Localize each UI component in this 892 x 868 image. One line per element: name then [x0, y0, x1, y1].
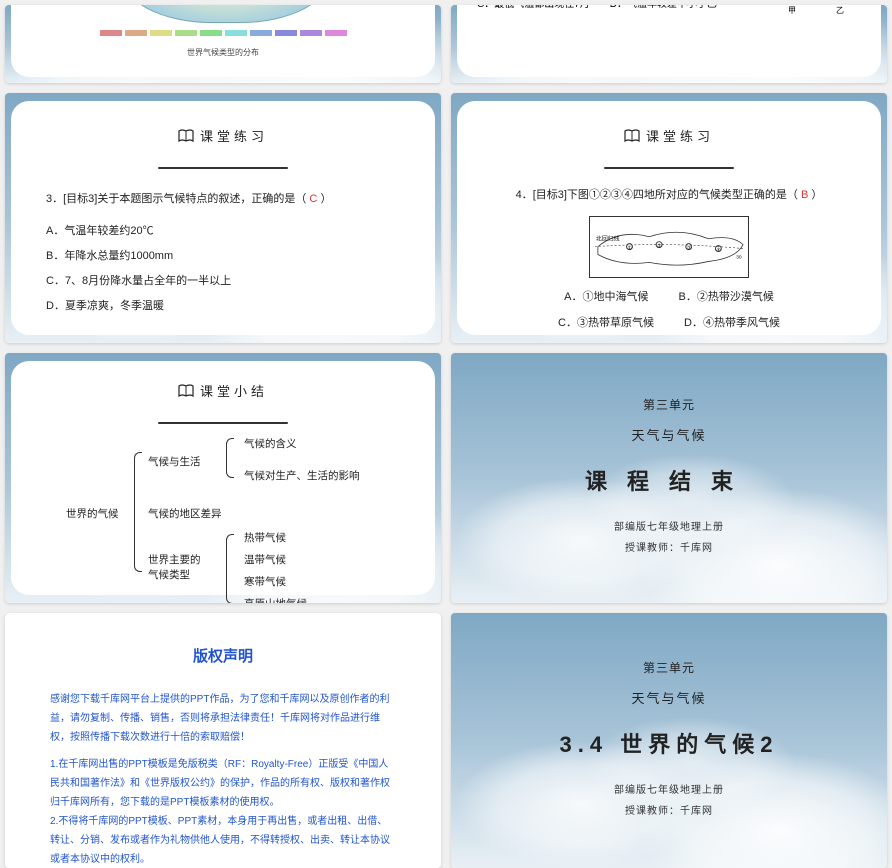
opt-d: D．④热带季风气候: [684, 314, 780, 330]
opt-c: C．7、8月份降水量占全年的一半以上: [46, 272, 400, 288]
options-list: A．气温年较差约20℃ B．年降水总量约1000mm C．7、8月份降水量占全年…: [46, 222, 400, 313]
copyright-p1: 感谢您下载千库网平台上提供的PPT作品，为了您和千库网以及原创作者的利益，请勿复…: [50, 690, 396, 747]
question-text: 4．[目标3]下图①②③④四地所对应的气候类型正确的是（ B ）: [492, 185, 846, 206]
options-row-2: C．③热带草原气候 D．④热带季风气候: [492, 314, 846, 330]
section-title: 课堂练习: [200, 126, 268, 145]
section-title: 课堂练习: [646, 126, 714, 145]
answer: C: [309, 193, 317, 205]
card: 课堂练习 3．[目标3]关于本题图示气候特点的叙述，正确的是（ C ） A．气温…: [11, 101, 435, 335]
concept-tree: 世界的气候 气候与生活 气候的地区差异 世界主要的 气候类型 气候的含义 气候对…: [66, 434, 400, 603]
opt-c: C．③热带草原气候: [558, 314, 654, 330]
main-title: 课程结束: [585, 464, 753, 496]
slide-7: 版权声明 感谢您下载千库网平台上提供的PPT作品，为了您和千库网以及原创作者的利…: [5, 613, 441, 868]
unit-label: 第三单元: [643, 659, 695, 676]
tree-l2: 温带气候: [244, 552, 286, 567]
card: A．夏季降水量甲大于乙 B．冬季降水量甲大于乙 C．最低气温都出现在7月 D．气…: [457, 5, 881, 77]
card: 课堂练习 4．[目标3]下图①②③④四地所对应的气候类型正确的是（ B ） 北回…: [457, 101, 881, 335]
world-map-icon: [121, 5, 331, 23]
title-block: 第三单元 天气与气候 3.4 世界的气候2 部编版七年级地理上册 授课教师：千库…: [451, 613, 887, 868]
opt-b: B．年降水总量约1000mm: [46, 247, 400, 263]
book-label: 部编版七年级地理上册: [614, 781, 724, 796]
slide-5: 课堂小结 世界的气候 气候与生活 气候的地区差异 世界主要的 气候类型 气候的含…: [5, 353, 441, 603]
options-row-1: A．①地中海气候 B．②热带沙漠气候: [492, 288, 846, 304]
slide-4: 课堂练习 4．[目标3]下图①②③④四地所对应的气候类型正确的是（ B ） 北回…: [451, 93, 887, 343]
main-title: 3.4 世界的气候2: [560, 727, 779, 759]
tree-l2: 高原山地气候: [244, 596, 307, 603]
book-icon: [178, 384, 194, 398]
map-caption: 世界气候类型的分布: [11, 47, 435, 58]
opt-c: C．最低气温都出现在7月: [477, 5, 590, 15]
svg-text:④: ④: [716, 247, 721, 253]
slide-3: 课堂练习 3．[目标3]关于本题图示气候特点的叙述，正确的是（ C ） A．气温…: [5, 93, 441, 343]
teacher-label: 授课教师：千库网: [625, 539, 713, 554]
tree-l2: 气候的含义: [244, 436, 297, 451]
map-legend: [96, 30, 350, 44]
tree-root: 世界的气候: [66, 506, 119, 521]
slide-6: 第三单元 天气与气候 课程结束 部编版七年级地理上册 授课教师：千库网: [451, 353, 887, 603]
chart-yi: 乙: [819, 5, 861, 16]
svg-text:②: ②: [657, 244, 662, 250]
tree-l1-b: 气候的地区差异: [148, 506, 222, 521]
opt-a: A．气温年较差约20℃: [46, 222, 400, 238]
divider: [158, 422, 288, 424]
copyright-title: 版权声明: [50, 643, 396, 672]
opt-d: D．夏季凉爽，冬季温暖: [46, 297, 400, 313]
unit-label: 第三单元: [643, 396, 695, 413]
opt-b: B．②热带沙漠气候: [679, 288, 774, 304]
copyright-p2: 1.在千库网出售的PPT模板是免版税类（RF：Royalty-Free）正版受《…: [50, 755, 396, 812]
svg-text:30: 30: [736, 254, 742, 260]
slide-2: A．夏季降水量甲大于乙 B．冬季降水量甲大于乙 C．最低气温都出现在7月 D．气…: [451, 5, 887, 83]
chart-jia: 甲: [771, 5, 813, 16]
teacher-label: 授课教师：千库网: [625, 802, 713, 817]
book-label: 部编版七年级地理上册: [614, 518, 724, 533]
tree-l2: 热带气候: [244, 530, 286, 545]
card: 课堂小结 世界的气候 气候与生活 气候的地区差异 世界主要的 气候类型 气候的含…: [11, 361, 435, 595]
section-header: 课堂练习: [46, 126, 400, 145]
svg-text:①: ①: [628, 245, 633, 251]
copyright-block: 版权声明 感谢您下载千库网平台上提供的PPT作品，为了您和千库网以及原创作者的利…: [5, 613, 441, 868]
question-text: 3．[目标3]关于本题图示气候特点的叙述，正确的是（ C ）: [46, 189, 400, 210]
answer: B: [801, 189, 808, 201]
tree-l2: 寒带气候: [244, 574, 286, 589]
section-title: 课堂小结: [200, 381, 268, 400]
section-header: 课堂练习: [492, 126, 846, 145]
mini-charts: 甲 乙: [771, 5, 861, 16]
svg-text:③: ③: [687, 245, 692, 251]
tree-l2: 气候对生产、生活的影响: [244, 468, 360, 483]
tree-l1-c: 世界主要的 气候类型: [148, 552, 201, 582]
tree-l1-a: 气候与生活: [148, 454, 201, 469]
subject-label: 天气与气候: [631, 425, 706, 444]
question-options: A．夏季降水量甲大于乙 B．冬季降水量甲大于乙 C．最低气温都出现在7月 D．气…: [477, 5, 717, 15]
slide-grid: 埃塞俄比亚高原 安第斯山脉 世界气候类型的分布 A．夏季降水量甲大于乙 B．冬季…: [0, 0, 892, 853]
title-block: 第三单元 天气与气候 课程结束 部编版七年级地理上册 授课教师：千库网: [451, 353, 887, 603]
question-map: 北回归线 ① ② ③ ④ 30: [589, 216, 749, 278]
opt-d: D．气温年较差甲小于乙: [610, 5, 717, 15]
slide-1: 埃塞俄比亚高原 安第斯山脉 世界气候类型的分布: [5, 5, 441, 83]
opt-a: A．①地中海气候: [564, 288, 648, 304]
svg-text:北回归线: 北回归线: [596, 235, 620, 243]
book-icon: [624, 129, 640, 143]
book-icon: [178, 129, 194, 143]
slide-8: 第三单元 天气与气候 3.4 世界的气候2 部编版七年级地理上册 授课教师：千库…: [451, 613, 887, 868]
copyright-p3: 2.不得将千库网的PPT模板、PPT素材，本身用于再出售，或者出租、出借、转让、…: [50, 812, 396, 868]
section-header: 课堂小结: [46, 381, 400, 400]
subject-label: 天气与气候: [631, 688, 706, 707]
card: 埃塞俄比亚高原 安第斯山脉 世界气候类型的分布: [11, 5, 435, 77]
